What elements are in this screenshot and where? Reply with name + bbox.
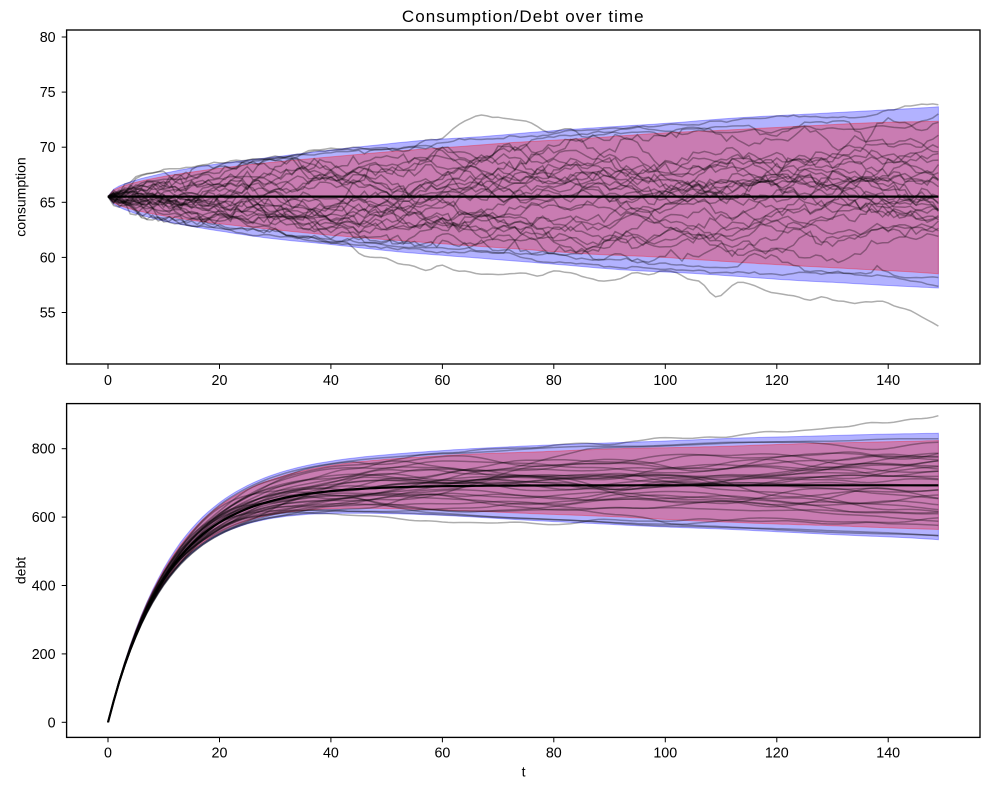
svg-text:800: 800 — [32, 442, 56, 458]
svg-text:120: 120 — [765, 746, 789, 762]
svg-text:70: 70 — [40, 140, 56, 156]
svg-text:80: 80 — [546, 746, 562, 762]
svg-text:100: 100 — [653, 746, 677, 762]
svg-text:40: 40 — [323, 746, 339, 762]
svg-text:60: 60 — [434, 373, 450, 389]
svg-text:40: 40 — [323, 373, 339, 389]
svg-text:0: 0 — [104, 746, 112, 762]
svg-text:20: 20 — [212, 373, 228, 389]
svg-text:60: 60 — [40, 250, 56, 266]
svg-text:55: 55 — [40, 306, 56, 322]
svg-text:consumption: consumption — [13, 157, 29, 236]
svg-text:75: 75 — [40, 85, 56, 101]
svg-text:80: 80 — [546, 373, 562, 389]
svg-text:140: 140 — [876, 746, 900, 762]
svg-text:20: 20 — [212, 746, 228, 762]
svg-text:0: 0 — [104, 373, 112, 389]
svg-text:debt: debt — [13, 557, 29, 584]
svg-text:100: 100 — [653, 373, 677, 389]
svg-text:120: 120 — [765, 373, 789, 389]
svg-text:600: 600 — [32, 510, 56, 526]
svg-text:140: 140 — [876, 373, 900, 389]
svg-text:0: 0 — [48, 715, 56, 731]
svg-text:60: 60 — [434, 746, 450, 762]
svg-text:80: 80 — [40, 30, 56, 46]
svg-text:t: t — [522, 764, 526, 780]
svg-text:65: 65 — [40, 195, 56, 211]
svg-text:400: 400 — [32, 579, 56, 595]
svg-text:200: 200 — [32, 647, 56, 663]
svg-text:Consumption/Debt over time: Consumption/Debt over time — [402, 7, 645, 26]
